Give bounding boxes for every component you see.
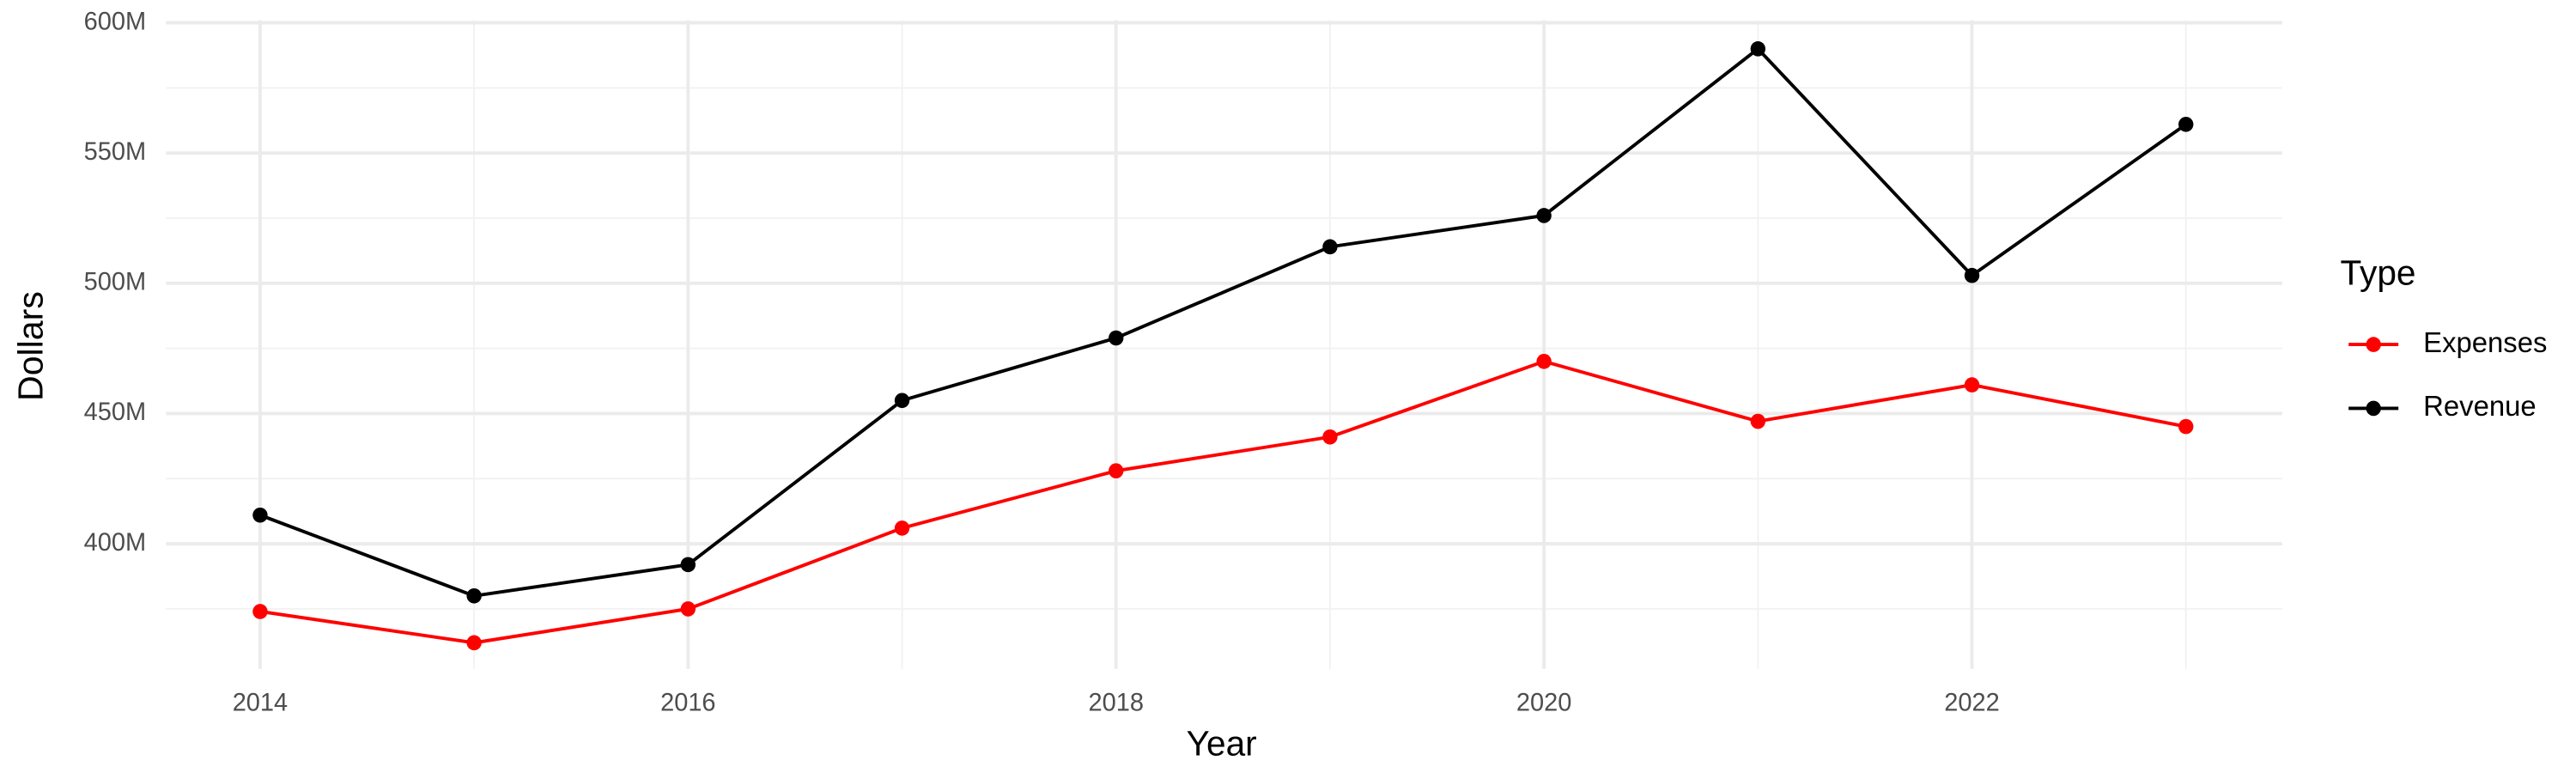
legend-title: Type	[2341, 253, 2416, 292]
y-axis-title: Dollars	[11, 291, 51, 401]
y-tick-label: 450M	[84, 399, 146, 426]
legend-label: Revenue	[2423, 391, 2536, 423]
data-point	[2178, 418, 2194, 435]
data-point	[466, 635, 482, 651]
data-point	[1109, 330, 1124, 346]
y-tick-label: 600M	[84, 8, 146, 35]
data-point	[252, 604, 268, 619]
y-tick-label: 500M	[84, 268, 146, 295]
x-tick-label: 2020	[1516, 689, 1571, 716]
x-tick-label: 2016	[660, 689, 715, 716]
series-line	[259, 359, 2187, 645]
data-point	[466, 587, 482, 604]
series-line	[259, 46, 2187, 598]
x-tick-label: 2014	[233, 689, 288, 716]
data-point	[1536, 208, 1552, 223]
data-point	[1536, 353, 1552, 369]
data-point	[1964, 377, 1980, 393]
grid: 400M 450M 500M 550M 600M 2014 2016 2018 2020 2022	[84, 8, 2282, 717]
legend: Expenses Revenue	[2348, 327, 2547, 423]
legend-key-point	[2366, 337, 2381, 352]
y-tick-label: 400M	[84, 529, 146, 557]
y-tick-label: 550M	[84, 138, 146, 166]
data-point	[894, 520, 910, 536]
data-point	[1109, 463, 1124, 478]
x-axis-title: Year	[1187, 723, 1257, 763]
data-point	[1750, 41, 1766, 57]
data-point	[894, 393, 910, 409]
data-point	[1964, 267, 1980, 283]
x-tick-label: 2018	[1088, 689, 1143, 716]
data-point	[1322, 429, 1338, 445]
x-tick-label: 2022	[1944, 689, 1999, 716]
data-point	[2178, 116, 2194, 132]
data-point	[680, 557, 696, 573]
plot	[252, 41, 2194, 651]
data-point	[680, 601, 696, 617]
data-point	[1322, 239, 1338, 255]
legend-label: Expenses	[2423, 327, 2547, 359]
legend-key-point	[2366, 400, 2381, 417]
data-point	[252, 507, 268, 523]
data-point	[1750, 413, 1766, 429]
